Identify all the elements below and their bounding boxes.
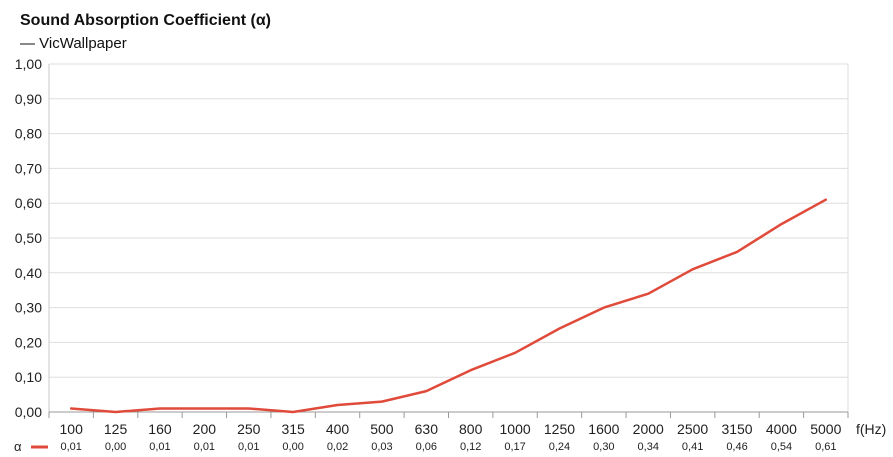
x-tick-label: 630 xyxy=(415,421,439,437)
data-label: 0,12 xyxy=(460,441,481,453)
x-tick-label: 1000 xyxy=(500,421,531,437)
x-tick-label: 250 xyxy=(237,421,261,437)
data-label: 0,54 xyxy=(771,441,792,453)
data-label: 0,02 xyxy=(327,441,348,453)
series-line xyxy=(69,198,828,414)
x-tick-label: 4000 xyxy=(766,421,797,437)
data-label: 0,24 xyxy=(549,441,570,453)
y-tick-label: 0,40 xyxy=(15,265,42,281)
chart-title: Sound Absorption Coefficient (α) xyxy=(20,12,271,29)
x-tick-label: 160 xyxy=(148,421,172,437)
y-tick-label: 0,30 xyxy=(15,300,42,316)
x-tick-label: 500 xyxy=(370,421,394,437)
legend-label: α xyxy=(14,439,22,454)
x-tick-label: 315 xyxy=(281,421,305,437)
y-tick-label: 0,00 xyxy=(15,404,42,420)
y-tick-label: 0,60 xyxy=(15,195,42,211)
data-label: 0,01 xyxy=(149,441,170,453)
data-label: 0,01 xyxy=(194,441,215,453)
y-tick-label: 0,90 xyxy=(15,91,42,107)
y-tick-label: 0,50 xyxy=(15,230,42,246)
data-label: 0,01 xyxy=(238,441,259,453)
x-axis-label: f(Hz) xyxy=(856,421,886,437)
x-tick-label: 2000 xyxy=(633,421,664,437)
data-label: 0,30 xyxy=(593,441,614,453)
data-label: 0,41 xyxy=(682,441,703,453)
data-label: 0,34 xyxy=(638,441,659,453)
data-label: 0,46 xyxy=(726,441,747,453)
data-label: 0,03 xyxy=(371,441,392,453)
data-label: 0,00 xyxy=(105,441,126,453)
x-tick-label: 5000 xyxy=(810,421,841,437)
data-label: 0,01 xyxy=(60,441,81,453)
data-label: 0,17 xyxy=(504,441,525,453)
y-tick-label: 0,80 xyxy=(15,126,42,142)
x-tick-label: 100 xyxy=(60,421,84,437)
chart-subtitle: — VicWallpaper xyxy=(20,35,127,52)
x-tick-label: 200 xyxy=(193,421,217,437)
x-tick-label: 2500 xyxy=(677,421,708,437)
y-tick-label: 0,10 xyxy=(15,369,42,385)
data-label: 0,61 xyxy=(815,441,836,453)
data-label: 0,06 xyxy=(416,441,437,453)
x-tick-label: 3150 xyxy=(721,421,752,437)
x-tick-label: 1600 xyxy=(588,421,619,437)
x-tick-label: 125 xyxy=(104,421,128,437)
x-tick-label: 800 xyxy=(459,421,483,437)
data-label: 0,00 xyxy=(282,441,303,453)
x-tick-label: 400 xyxy=(326,421,350,437)
y-tick-label: 0,70 xyxy=(15,160,42,176)
y-tick-label: 0,20 xyxy=(15,334,42,350)
y-tick-label: 1,00 xyxy=(15,56,42,72)
x-tick-label: 1250 xyxy=(544,421,575,437)
